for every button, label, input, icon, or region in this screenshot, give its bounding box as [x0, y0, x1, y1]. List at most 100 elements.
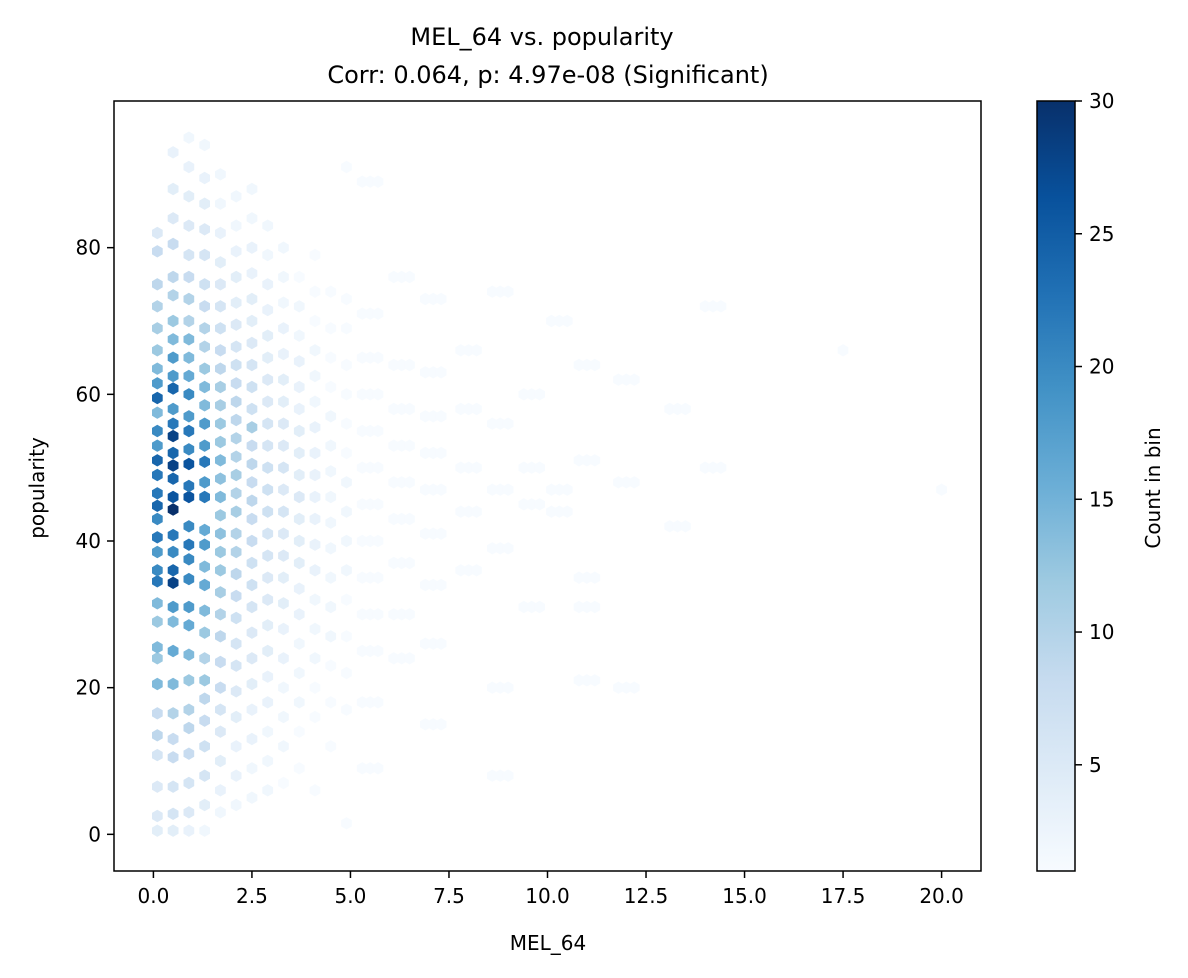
hexbin-cell: [278, 347, 289, 361]
hexbin-cell: [230, 798, 242, 812]
hexbin-cell: [309, 593, 321, 606]
hexbin-cell: [534, 600, 545, 614]
hexbin-cell: [278, 527, 289, 540]
hexbin-cell: [936, 483, 947, 496]
hexbin-cell: [293, 402, 305, 416]
hexbin-cell: [293, 300, 305, 313]
hexbin-cell: [372, 461, 384, 474]
hexbin-cell: [199, 692, 210, 705]
hexbin-cell: [262, 395, 274, 408]
hexbin-cell: [183, 131, 195, 144]
hexbin-cell: [167, 333, 179, 346]
hexbin-cell: [183, 776, 195, 790]
hexbin-cell: [262, 644, 274, 658]
hexbin-cell: [215, 256, 226, 269]
hexbin-cell: [278, 549, 289, 562]
hexbin-cell: [199, 769, 210, 782]
hexbin-cell: [435, 637, 447, 650]
hexbin-cell: [325, 740, 337, 753]
hexbin-cell: [167, 382, 179, 395]
hexbin-cell: [215, 564, 226, 577]
y-axis-label: popularity: [25, 437, 49, 539]
hexbin-cell: [246, 336, 258, 350]
hexbin-cell: [837, 344, 849, 357]
hexbin-cell: [183, 674, 195, 687]
hexbin-cell: [278, 710, 289, 724]
hexbin-cell: [167, 528, 179, 542]
hexbin-cell: [199, 714, 210, 727]
hexbin-cell: [167, 807, 179, 820]
hexbin-cell: [230, 740, 242, 753]
hexbin-cell: [199, 538, 210, 551]
hexbin-cell: [167, 182, 179, 196]
hexbin-cell: [167, 146, 179, 159]
hexbin-cell: [435, 483, 447, 496]
hexbin-cell: [278, 505, 289, 518]
hexbin-cell: [167, 417, 179, 430]
hexbin-cell: [502, 483, 514, 496]
hexbin-cell: [230, 432, 242, 445]
hexbin-cell: [435, 292, 447, 306]
hexbin-cell: [246, 476, 258, 489]
hexbin-cell: [246, 626, 258, 639]
x-axis-label: MEL_64: [510, 931, 586, 955]
hexbin-cell: [167, 707, 179, 720]
y-tick-label: 0: [88, 822, 101, 846]
x-tick-label: 5.0: [335, 884, 367, 908]
hexbin-cell: [167, 429, 179, 443]
hexbin-cell: [372, 307, 384, 320]
hexbin-cell: [246, 421, 258, 434]
hexbin-cell: [199, 490, 210, 504]
hexbin-cell: [278, 322, 289, 335]
hexbin-cell: [471, 344, 482, 357]
hexbin-cell: [215, 655, 226, 669]
hexbin-cell: [325, 410, 337, 423]
hexbin-cell: [262, 278, 274, 291]
hexbin-cell: [152, 377, 163, 390]
y-tick-label: 80: [76, 236, 101, 260]
hexbin-cell: [278, 270, 289, 284]
hexbin-cell: [589, 571, 601, 584]
hexbin-cell: [230, 450, 242, 463]
hexbin-cell: [167, 824, 179, 837]
hexbin-cell: [293, 329, 305, 342]
hexbin-cell: [325, 659, 337, 672]
y-tick-label: 20: [76, 676, 101, 700]
x-tick-label: 17.5: [821, 884, 866, 908]
hexbin-cell: [502, 542, 514, 555]
hexbin-cell: [404, 439, 415, 452]
hexbin-cell: [230, 545, 242, 559]
hexbin-cell: [341, 292, 352, 306]
hexbin-cell: [183, 553, 195, 566]
hexbin-cell: [262, 219, 274, 232]
hexbin-cell: [325, 439, 337, 452]
hexbin-cell: [309, 710, 321, 724]
hexbin-cell: [183, 479, 195, 493]
hexbin-cell: [199, 248, 210, 262]
hexbin-cell: [325, 490, 337, 504]
hexbin-cell: [341, 666, 352, 680]
hexbin-cell: [404, 270, 415, 284]
hexbin-cell: [262, 373, 274, 386]
hexbin-cell: [262, 248, 274, 262]
hexbin-cell: [199, 455, 210, 468]
colorbar-tick-label: 10: [1089, 620, 1114, 644]
hexbin-cell: [199, 278, 210, 291]
hexbin-cell: [262, 527, 274, 540]
hexbin-cell: [230, 685, 242, 698]
hexbin-cell: [309, 538, 321, 551]
hexbin-cell: [278, 681, 289, 694]
hexbin-cell: [561, 314, 573, 328]
chart-title: MEL_64 vs. popularity: [410, 23, 673, 51]
hexbin-cell: [183, 648, 195, 661]
hexbin-cell: [246, 600, 258, 614]
x-tick-label: 15.0: [722, 884, 767, 908]
hexbin-cell: [262, 329, 274, 342]
hexbin-cell: [404, 608, 415, 621]
hexbin-cell: [215, 417, 226, 430]
hexbin-cell: [246, 402, 258, 416]
hexbin-cell: [293, 696, 305, 709]
hexbin-cell: [246, 703, 258, 716]
hexbin-cell: [471, 461, 482, 474]
hexbin-cell: [341, 388, 352, 401]
